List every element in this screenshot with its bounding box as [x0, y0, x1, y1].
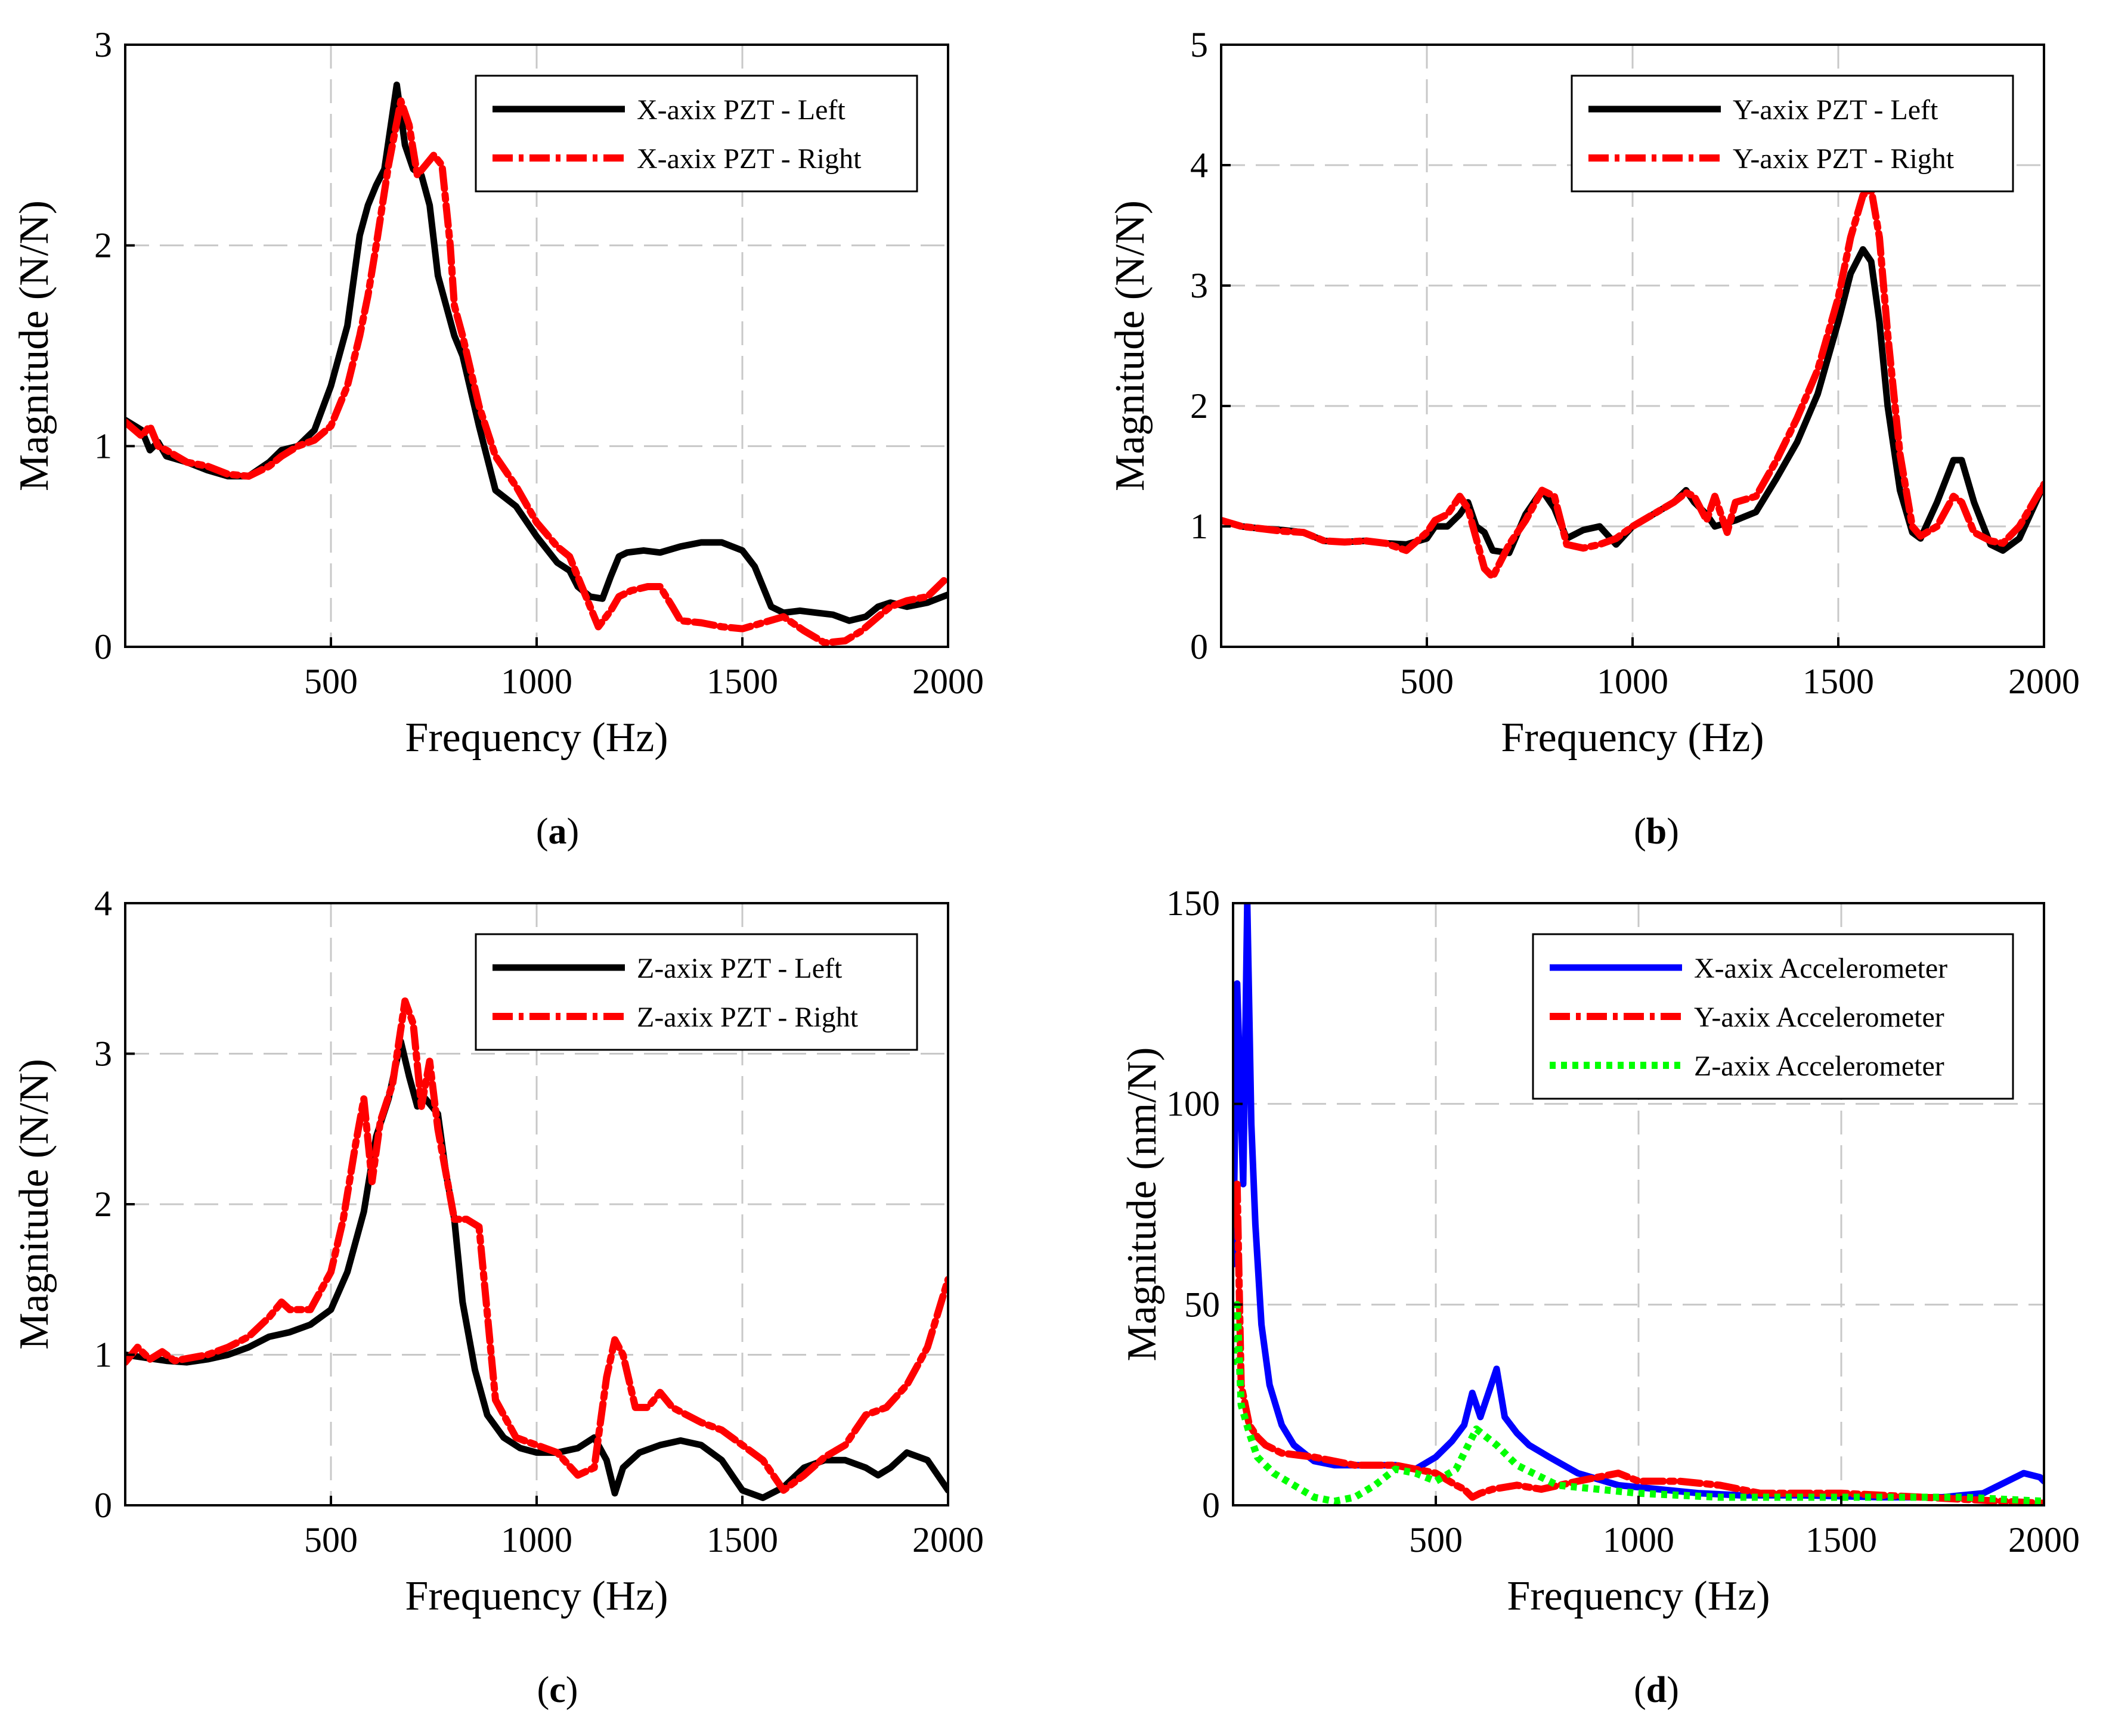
- legend-label: X-axix Accelerometer: [1694, 953, 1947, 984]
- x-tick-label: 500: [304, 662, 358, 701]
- x-tick-label: 1500: [707, 1520, 778, 1560]
- series-line-2: [1221, 185, 2044, 581]
- panel-caption-letter: b: [1646, 811, 1667, 852]
- x-tick-label: 500: [304, 1520, 358, 1560]
- x-axis-label: Frequency (Hz): [1501, 715, 1764, 761]
- legend-box: [475, 933, 918, 1051]
- x-tick-label: 500: [1400, 662, 1454, 701]
- y-tick-label: 4: [1190, 145, 1208, 185]
- series-line-1: [125, 81, 948, 624]
- y-tick-label: 0: [1202, 1486, 1220, 1525]
- panel-caption-letter: c: [549, 1670, 566, 1710]
- chart-panel-a: 500 1000 1500 2000 0 1 2 3 Frequency (Hz) Magnitu…: [11, 25, 984, 852]
- y-tick-label: 1: [1190, 507, 1208, 546]
- y-tick-label: 150: [1166, 884, 1220, 923]
- x-tick-label: 500: [1409, 1520, 1463, 1560]
- x-tick-label: 1000: [1603, 1520, 1674, 1560]
- x-tick-label: 1000: [501, 662, 572, 701]
- x-axis-label: Frequency (Hz): [405, 1573, 668, 1619]
- legend-label: X-axix PZT - Right: [637, 143, 862, 175]
- x-tick-label: 2000: [912, 1520, 984, 1560]
- x-axis-label: Frequency (Hz): [405, 715, 668, 761]
- y-tick-label: 5: [1190, 25, 1208, 64]
- legend-label: Z-axix PZT - Left: [637, 953, 843, 984]
- panel-caption: (c): [537, 1670, 578, 1710]
- panel-caption: (d): [1634, 1670, 1679, 1710]
- legend-label: Y-axix Accelerometer: [1694, 1002, 1944, 1033]
- y-axis-label: Magnitude (N/N): [1107, 200, 1153, 491]
- x-tick-label: 1500: [707, 662, 778, 701]
- x-tick-label: 2000: [2008, 662, 2080, 701]
- legend: X-axix PZT - Left X-axix PZT - Right: [475, 75, 918, 193]
- x-tick-label: 1000: [501, 1520, 572, 1560]
- y-tick-label: 100: [1166, 1084, 1220, 1124]
- y-tick-label: 1: [94, 1335, 112, 1375]
- series-line-3: [1233, 1301, 2044, 1505]
- x-axis-label: Frequency (Hz): [1507, 1573, 1770, 1619]
- series-line-2: [125, 97, 948, 647]
- chart-panel-b: 500 1000 1500 2000 0 1 2 3 4 5 Frequency (Hz) Magni…: [1107, 25, 2080, 852]
- chart-panel-c: 500 1000 1500 2000 0 1 2 3 4 Frequency (Hz) Magnit…: [11, 884, 984, 1710]
- y-tick-label: 2: [94, 226, 112, 265]
- x-tick-label: 2000: [912, 662, 984, 701]
- panel-caption: (a): [536, 811, 579, 852]
- legend: X-axix Accelerometer Y-axix Accelerometer…: [1532, 933, 2014, 1100]
- legend-box: [1571, 75, 2014, 193]
- legend-label: X-axix PZT - Left: [637, 94, 846, 126]
- series-line-1: [125, 1038, 948, 1501]
- y-axis-label: Magnitude (N/N): [11, 1059, 57, 1350]
- y-tick-label: 1: [94, 426, 112, 466]
- series-line-2: [125, 997, 948, 1494]
- x-tick-label: 1500: [1803, 662, 1874, 701]
- y-tick-label: 50: [1184, 1285, 1220, 1324]
- x-tick-label: 1000: [1597, 662, 1668, 701]
- y-tick-label: 2: [94, 1185, 112, 1224]
- y-axis-label: Magnitude (N/N): [11, 200, 57, 491]
- y-tick-label: 3: [94, 1034, 112, 1074]
- legend-label: Y-axix PZT - Left: [1733, 94, 1938, 126]
- panel-caption-letter: d: [1646, 1670, 1667, 1710]
- series-line-2: [1233, 1180, 2044, 1505]
- y-tick-label: 2: [1190, 386, 1208, 426]
- x-tick-label: 1500: [1805, 1520, 1877, 1560]
- legend: Y-axix PZT - Left Y-axix PZT - Right: [1571, 75, 2014, 193]
- y-tick-label: 0: [1190, 627, 1208, 666]
- y-tick-label: 3: [1190, 266, 1208, 305]
- y-axis-label: Magnitude (nm/N): [1119, 1047, 1165, 1362]
- y-tick-label: 0: [94, 627, 112, 666]
- legend-box: [475, 75, 918, 193]
- legend-label: Y-axix PZT - Right: [1733, 143, 1955, 175]
- panel-caption-letter: a: [549, 811, 567, 852]
- legend: Z-axix PZT - Left Z-axix PZT - Right: [475, 933, 918, 1051]
- legend-label: Z-axix Accelerometer: [1694, 1050, 1944, 1082]
- chart-panel-d: 500 1000 1500 2000 0 50 100 150 Frequency (Hz) Ma…: [1119, 884, 2080, 1710]
- y-tick-label: 3: [94, 25, 112, 64]
- legend-label: Z-axix PZT - Right: [637, 1002, 859, 1033]
- y-tick-label: 0: [94, 1486, 112, 1525]
- y-tick-label: 4: [94, 884, 112, 923]
- panel-caption: (b): [1634, 811, 1679, 852]
- x-tick-label: 2000: [2008, 1520, 2080, 1560]
